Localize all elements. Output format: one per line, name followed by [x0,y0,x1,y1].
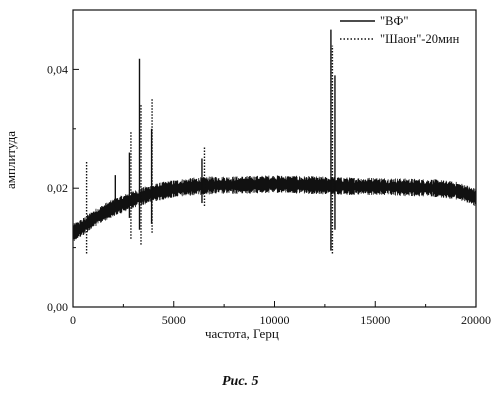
x-axis: 0 5000 10000 15000 20000 [70,301,491,327]
y-tick-label: 0,02 [47,181,68,195]
x-tick-label: 0 [70,313,76,327]
x-tick-label: 20000 [461,313,491,327]
legend-entry-1: "Шаон"-20мин [380,32,460,46]
y-axis: 0,00 0,02 0,04 [47,62,79,314]
y-axis-label: амплитуда [3,131,18,189]
plot-frame [72,9,477,308]
y-tick-label: 0,00 [47,300,68,314]
y-tick-label: 0,04 [47,62,68,76]
series-vf-trace [72,175,477,241]
x-tick-label: 15000 [360,313,390,327]
x-tick-label: 10000 [260,313,290,327]
x-tick-label: 5000 [162,313,186,327]
figure-caption: Рис. 5 [222,374,259,389]
legend: "ВФ" "Шаон"-20мин [340,14,460,46]
legend-entry-0: "ВФ" [380,14,408,28]
x-axis-label: частота, Герц [205,326,279,341]
series-layer [72,29,477,254]
